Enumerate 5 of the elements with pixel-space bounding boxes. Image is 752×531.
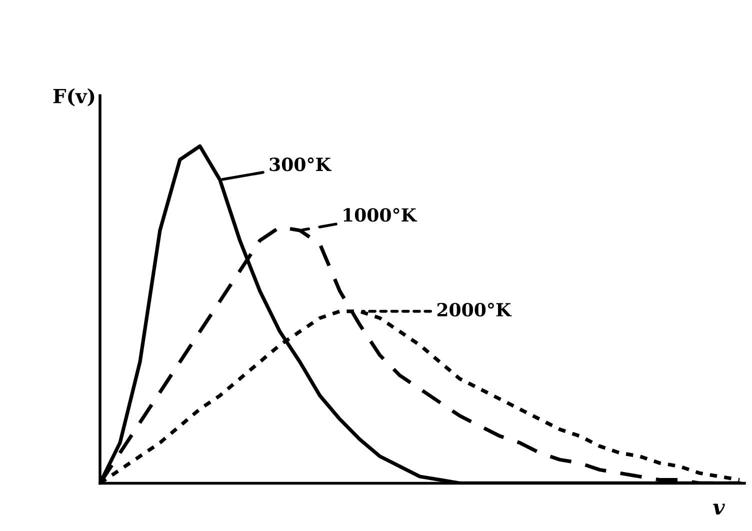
legend-label: 1000°K [344,208,418,222]
legend-label: 300°K [270,157,332,172]
legend-label: 2000°K [437,302,512,317]
x-axis-title: v [713,504,725,515]
y-axis-title: F(v) [53,88,94,106]
